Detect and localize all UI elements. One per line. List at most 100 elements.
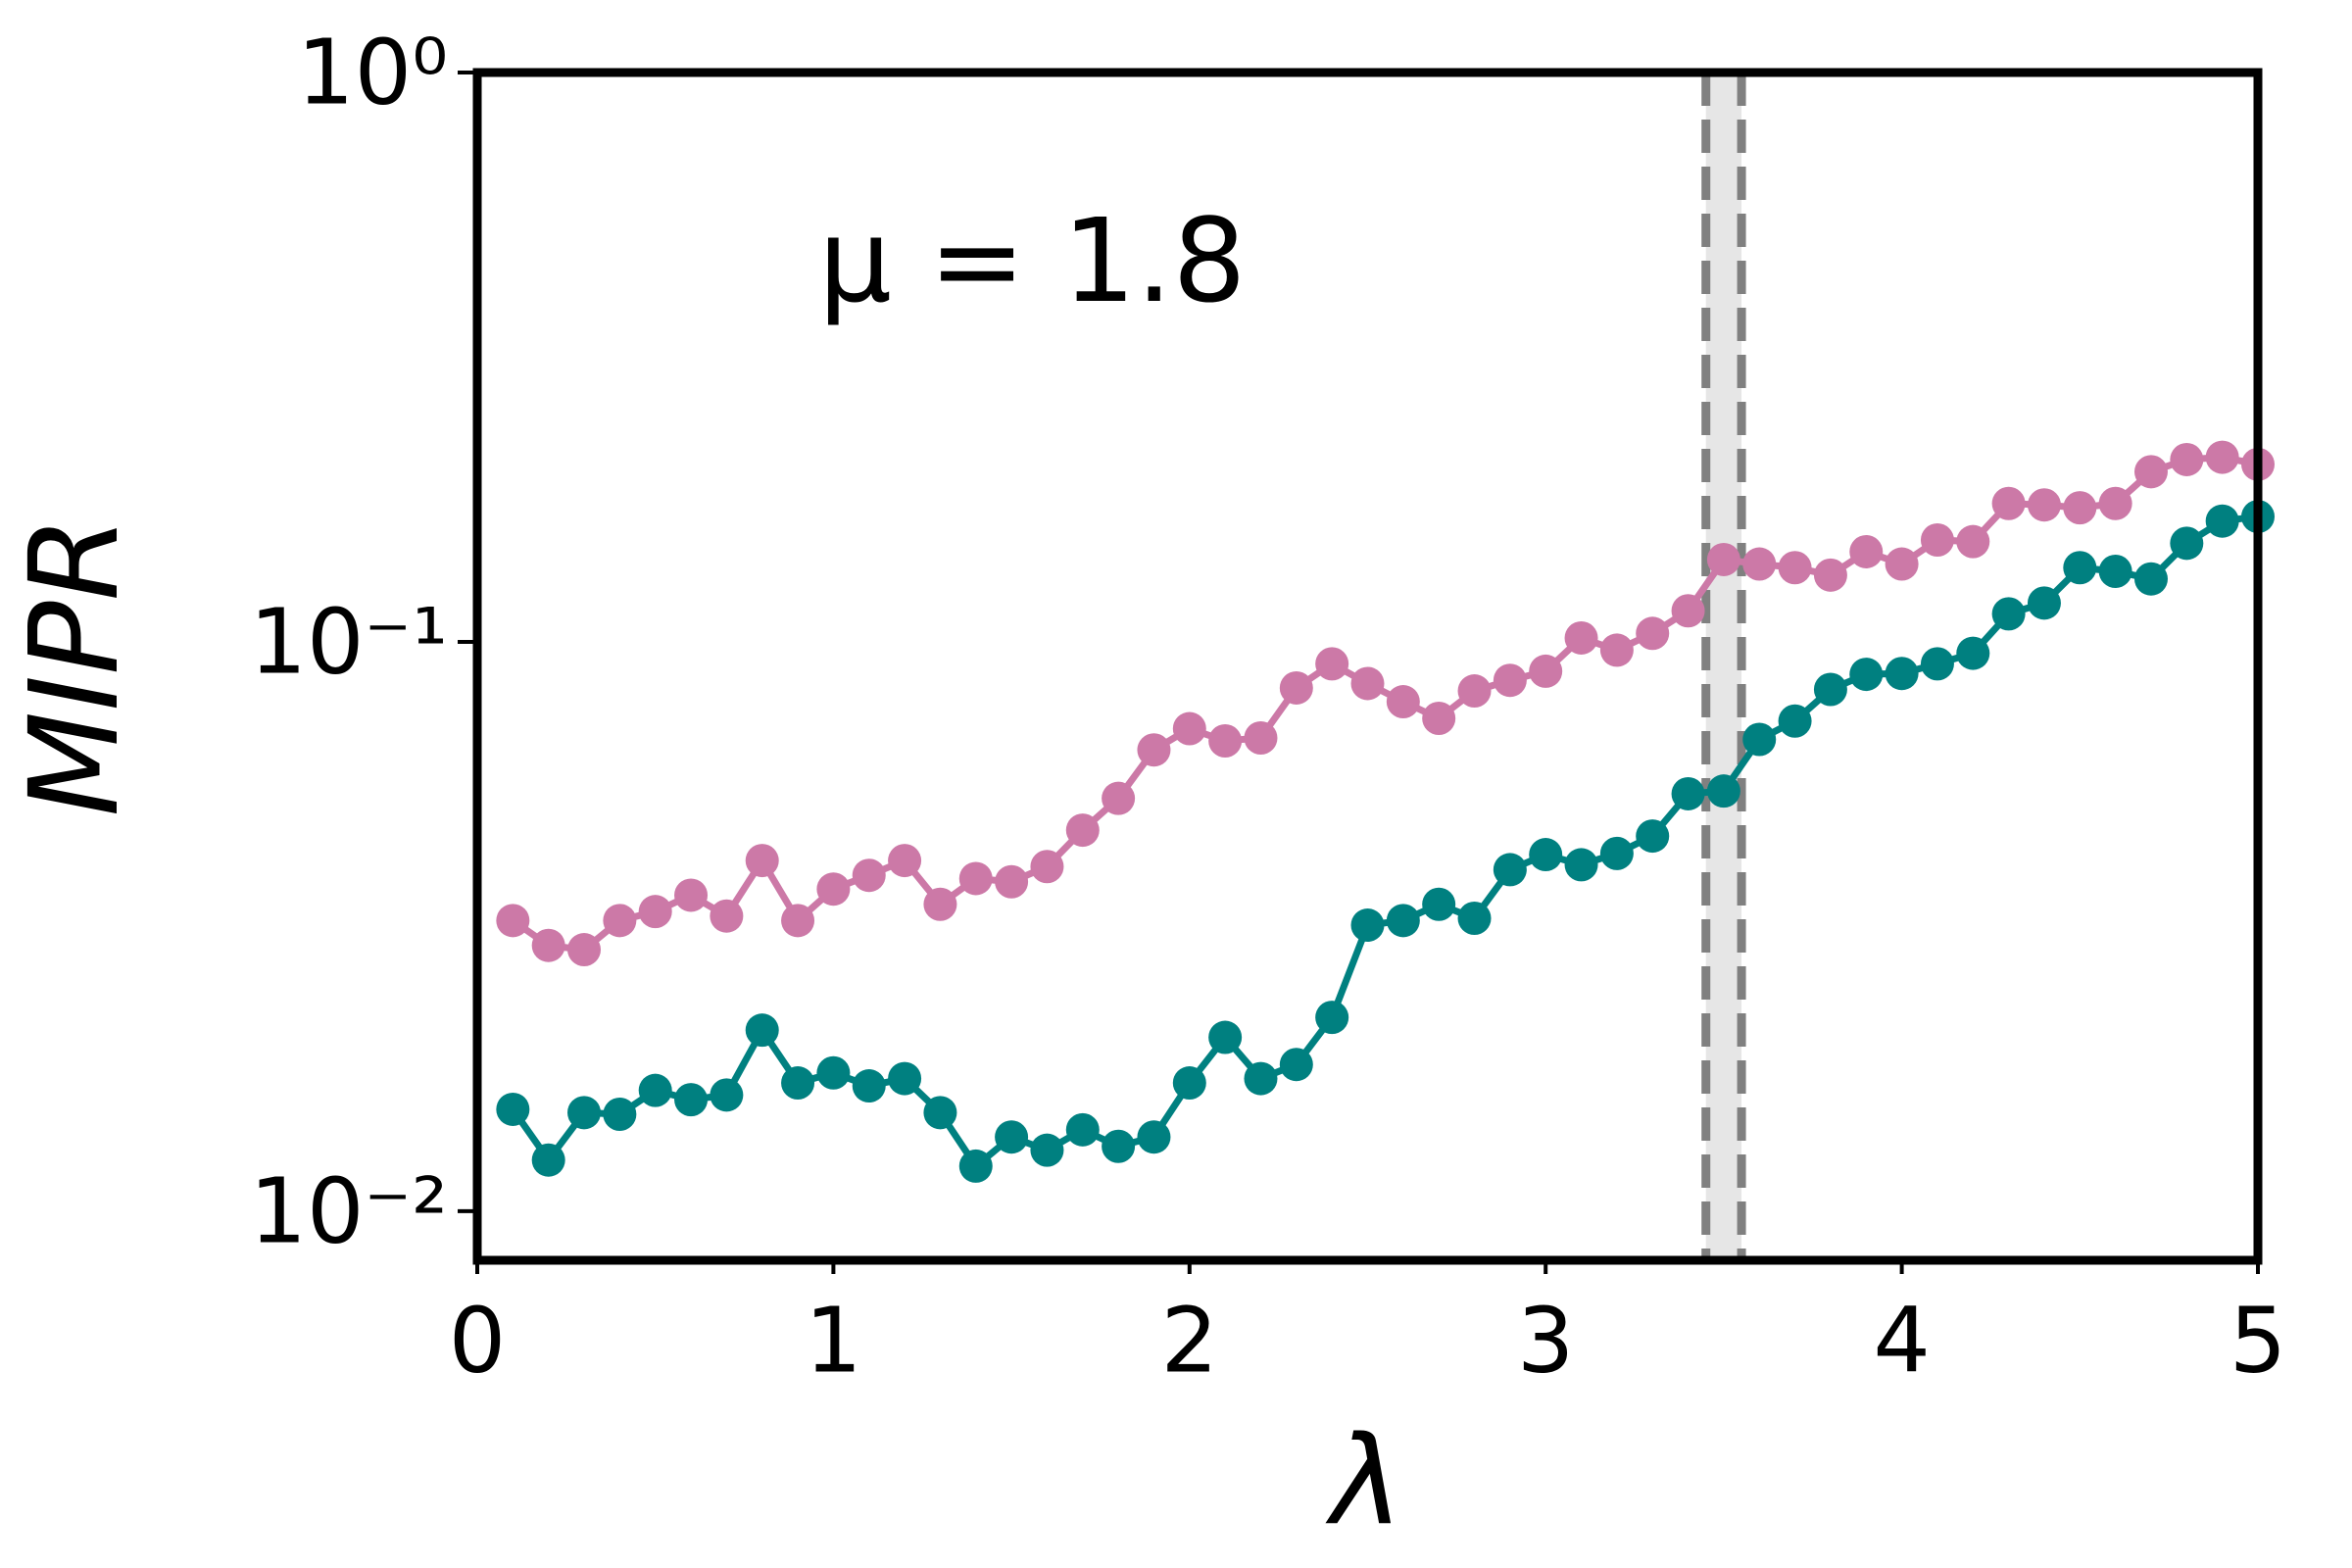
data-point xyxy=(1137,1120,1171,1154)
data-point xyxy=(1422,701,1456,735)
data-point xyxy=(1564,848,1598,882)
data-point xyxy=(1742,547,1777,581)
data-point xyxy=(995,1120,1029,1154)
data-point xyxy=(1671,776,1705,810)
data-point xyxy=(852,1069,886,1103)
data-point xyxy=(1065,813,1100,848)
data-point xyxy=(1315,647,1349,681)
data-point xyxy=(2205,440,2239,474)
data-point xyxy=(1706,542,1740,576)
y-tick-label: 10⁻¹ xyxy=(249,589,448,694)
data-point xyxy=(2098,555,2132,589)
data-point xyxy=(710,1078,744,1112)
data-point xyxy=(781,904,815,938)
data-point xyxy=(1065,1112,1100,1147)
data-point xyxy=(1422,887,1456,921)
x-tick-label: 1 xyxy=(805,1288,862,1393)
data-point xyxy=(1102,1129,1136,1163)
data-point xyxy=(1350,666,1385,701)
data-point xyxy=(1920,522,1954,557)
data-point xyxy=(531,928,565,962)
data-point xyxy=(1493,853,1527,887)
data-point xyxy=(1137,733,1171,767)
data-point xyxy=(1742,722,1777,757)
y-tick-label: 10⁰ xyxy=(297,20,448,124)
data-point xyxy=(496,1092,530,1126)
data-point xyxy=(781,1066,815,1101)
data-point xyxy=(1030,850,1064,884)
data-point xyxy=(923,887,957,921)
data-point xyxy=(2027,488,2061,522)
data-point xyxy=(674,878,709,912)
data-point xyxy=(2063,551,2097,585)
data-point xyxy=(2170,442,2204,476)
data-point xyxy=(567,933,602,967)
data-point xyxy=(1956,636,1990,670)
data-point xyxy=(888,1061,922,1096)
data-point xyxy=(745,844,779,878)
y-tick-label: 10⁻² xyxy=(249,1158,448,1263)
series-line xyxy=(511,454,2259,954)
x-tick-label: 3 xyxy=(1517,1288,1575,1393)
data-point xyxy=(923,1096,957,1130)
data-point xyxy=(1636,819,1670,854)
data-point xyxy=(1636,616,1670,651)
data-point xyxy=(1244,721,1278,756)
x-axis-label: λ xyxy=(1325,1410,1403,1552)
data-point xyxy=(531,1143,565,1177)
data-point xyxy=(1885,657,1919,691)
data-point xyxy=(816,872,851,906)
data-point xyxy=(1529,654,1563,688)
shaded-band xyxy=(1705,73,1742,1260)
data-point xyxy=(2170,526,2204,561)
data-point xyxy=(603,1098,637,1132)
data-point xyxy=(1849,658,1884,692)
plot-frame xyxy=(472,68,2263,1265)
data-point xyxy=(2027,586,2061,620)
data-point xyxy=(1172,711,1206,746)
data-point xyxy=(603,904,637,938)
data-point xyxy=(1493,663,1527,698)
data-point xyxy=(1279,1048,1313,1082)
data-point xyxy=(1599,633,1634,667)
data-point xyxy=(1208,724,1243,759)
data-point xyxy=(1386,904,1420,938)
data-point xyxy=(1244,1061,1278,1096)
data-point xyxy=(888,844,922,878)
data-point xyxy=(1778,551,1812,585)
data-point xyxy=(1778,704,1812,738)
data-point xyxy=(567,1096,602,1130)
data-point xyxy=(674,1083,709,1117)
data-point xyxy=(1813,672,1847,707)
data-point xyxy=(958,1149,993,1183)
x-tick-label: 0 xyxy=(449,1288,507,1393)
data-point xyxy=(2063,491,2097,525)
data-point xyxy=(2133,455,2168,489)
data-point xyxy=(1599,836,1634,870)
data-point xyxy=(1671,594,1705,628)
data-point xyxy=(496,904,530,938)
data-point xyxy=(1386,685,1420,719)
data-point xyxy=(1279,670,1313,705)
data-point xyxy=(816,1055,851,1090)
data-point xyxy=(995,864,1029,899)
data-point xyxy=(852,858,886,893)
data-point xyxy=(1457,901,1492,935)
data-point xyxy=(958,861,993,896)
x-tick-label: 2 xyxy=(1161,1288,1219,1393)
data-point xyxy=(1529,838,1563,872)
data-point xyxy=(745,1013,779,1048)
data-point xyxy=(2098,486,2132,520)
x-tick-label: 4 xyxy=(1873,1288,1931,1393)
data-point xyxy=(2133,562,2168,596)
data-point xyxy=(1030,1133,1064,1167)
data-point xyxy=(638,895,672,929)
data-point xyxy=(1885,547,1919,581)
data-point xyxy=(1991,486,2026,520)
annotation: μ = 1.8 xyxy=(818,193,1247,328)
data-point xyxy=(1315,1001,1349,1035)
data-point xyxy=(1102,781,1136,815)
data-point xyxy=(1457,674,1492,709)
data-point xyxy=(1920,647,1954,681)
